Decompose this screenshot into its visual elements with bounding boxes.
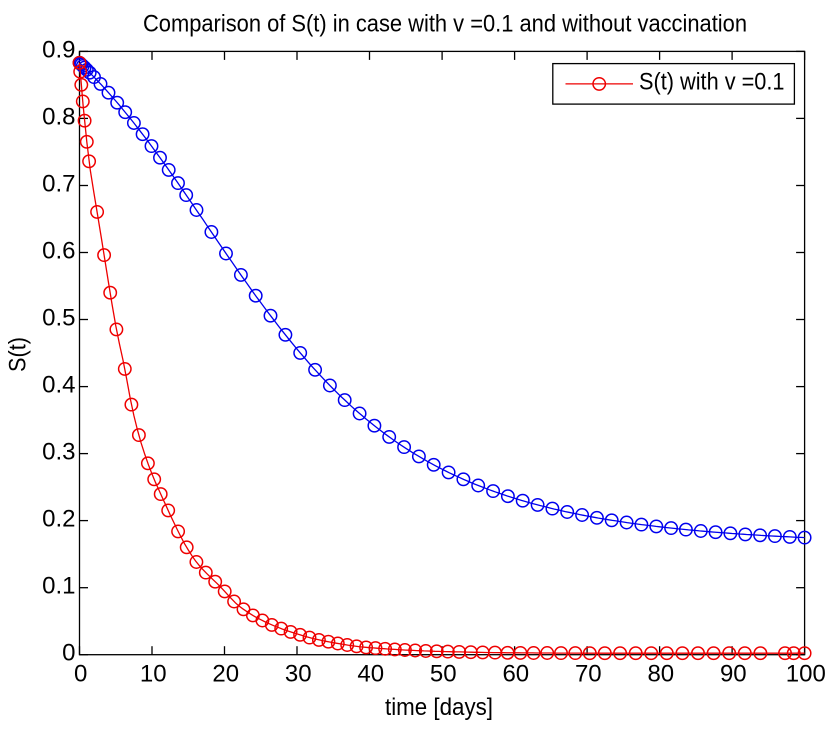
svg-text:0: 0 — [74, 661, 87, 688]
svg-text:Comparison of S(t) in case wit: Comparison of S(t) in case with v =0.1 a… — [143, 11, 747, 38]
svg-text:0.5: 0.5 — [42, 305, 75, 332]
svg-text:70: 70 — [575, 661, 602, 688]
svg-text:time [days]: time [days] — [385, 694, 493, 721]
svg-text:50: 50 — [430, 661, 457, 688]
svg-text:S(t) with v =0.1: S(t) with v =0.1 — [639, 68, 785, 95]
svg-text:0: 0 — [62, 640, 75, 667]
svg-text:10: 10 — [140, 661, 167, 688]
svg-text:30: 30 — [285, 661, 312, 688]
svg-text:0.4: 0.4 — [42, 372, 75, 399]
svg-text:S(t): S(t) — [5, 337, 32, 372]
svg-text:0.9: 0.9 — [42, 36, 75, 63]
svg-text:80: 80 — [647, 661, 674, 688]
svg-text:100: 100 — [786, 661, 826, 688]
svg-text:40: 40 — [357, 661, 384, 688]
svg-text:20: 20 — [212, 661, 239, 688]
svg-text:0.2: 0.2 — [42, 506, 75, 533]
svg-text:0.6: 0.6 — [42, 238, 75, 265]
svg-text:90: 90 — [720, 661, 747, 688]
svg-text:60: 60 — [502, 661, 529, 688]
svg-text:0.1: 0.1 — [42, 573, 75, 600]
svg-text:0.7: 0.7 — [42, 171, 75, 198]
svg-text:0.3: 0.3 — [42, 439, 75, 466]
svg-text:0.8: 0.8 — [42, 103, 75, 130]
